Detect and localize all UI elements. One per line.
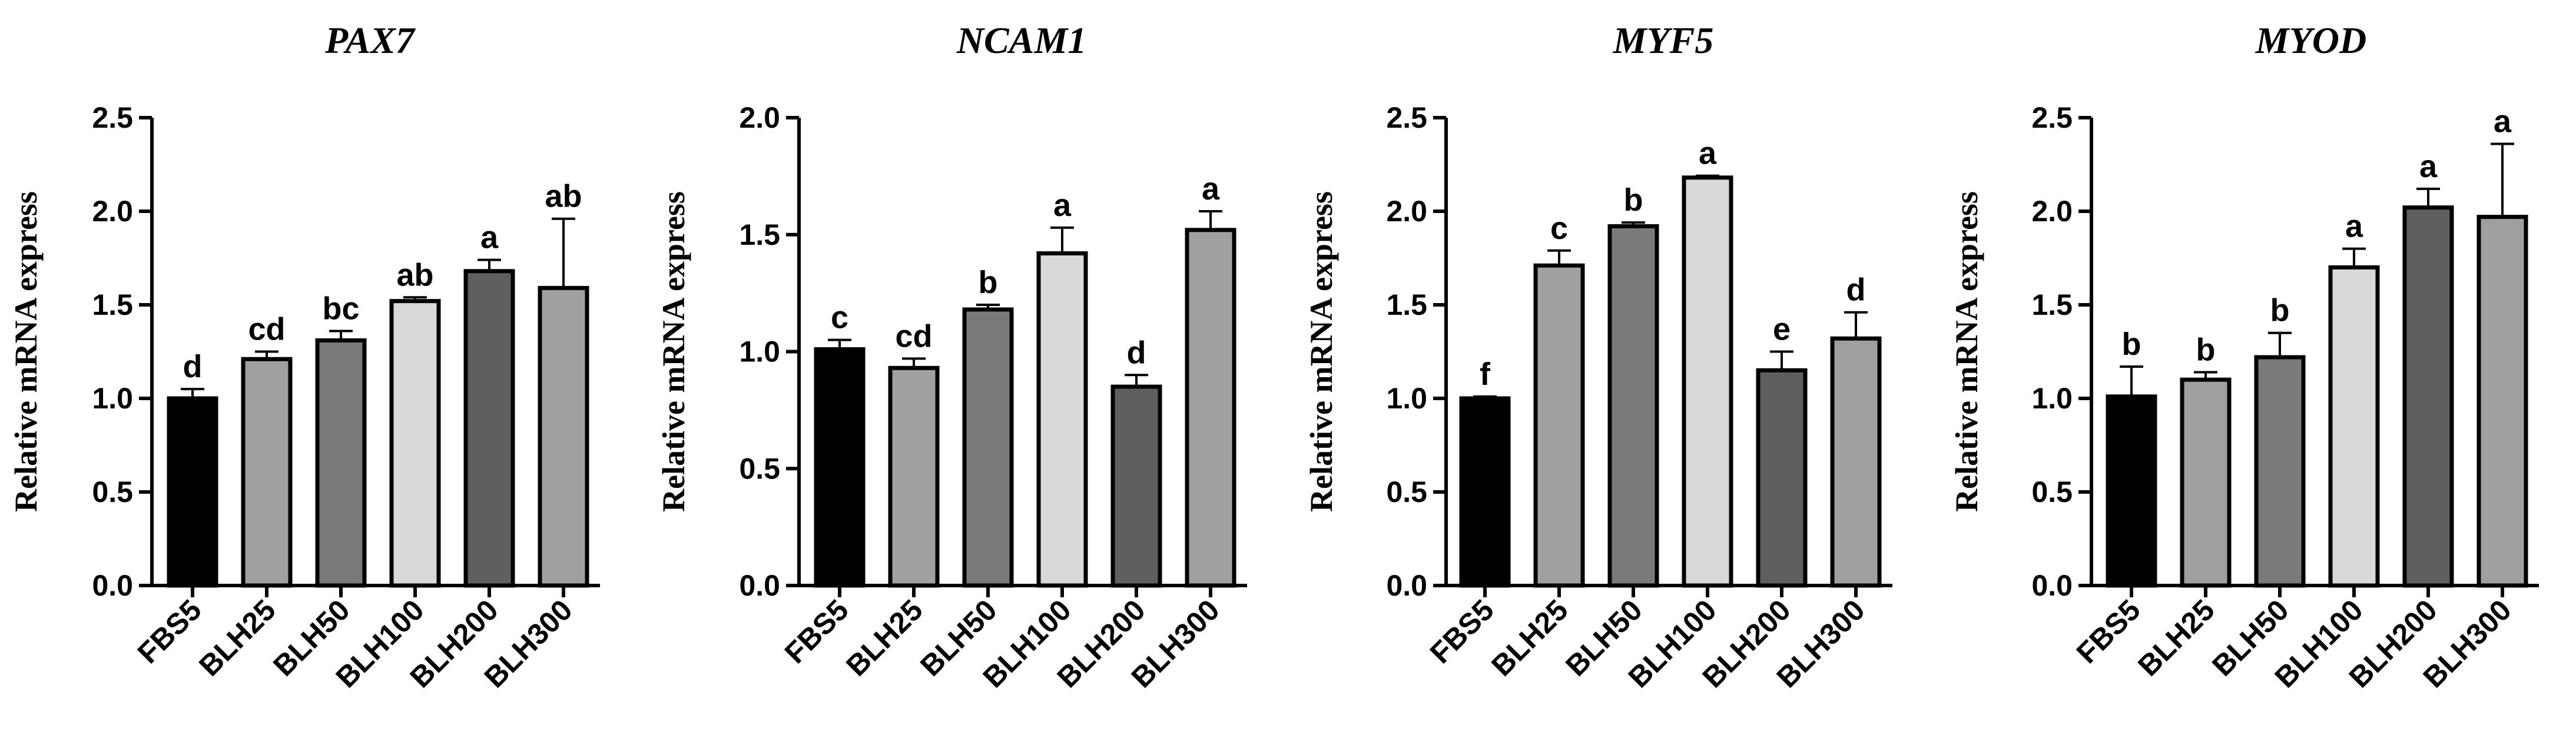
panel-pax7: PAX7 0.0 0.5 1.0 1.5 2.0 2.5 Relative mRNA exp…	[8, 19, 600, 694]
significance-label: e	[1773, 312, 1791, 347]
bar	[315, 338, 367, 588]
y-tick-label: 2.0	[739, 101, 780, 134]
bar	[1533, 263, 1585, 588]
bar	[389, 299, 441, 588]
y-tick-label: 1.0	[739, 335, 780, 368]
y-tick-label: 0.5	[1386, 475, 1427, 508]
x-tick-label: BLH25	[193, 593, 282, 683]
significance-label: a	[480, 220, 499, 255]
significance-label: a	[1053, 188, 1072, 223]
y-tick-label: 1.0	[1386, 382, 1427, 415]
bar	[167, 396, 218, 588]
bar	[2180, 377, 2232, 588]
bar	[2402, 205, 2454, 588]
chart-title: MYOD	[2255, 19, 2366, 61]
significance-label: a	[2494, 104, 2512, 139]
y-tick-label: 2.0	[2031, 195, 2073, 228]
bar	[538, 285, 589, 588]
bar	[1756, 368, 1808, 588]
significance-label: cd	[248, 312, 285, 347]
y-tick-label: 0.0	[1386, 569, 1427, 602]
bar	[463, 269, 515, 588]
significance-label: b	[2270, 293, 2290, 328]
bar	[1607, 224, 1659, 588]
significance-label: a	[2419, 149, 2438, 184]
y-tick-label: 0.0	[92, 569, 133, 602]
panel-myod: MYOD 0.0 0.5 1.0 1.5 2.0 2.5 Relative mRNA exp…	[1949, 19, 2539, 694]
y-tick-label: 2.5	[2031, 101, 2073, 134]
y-tick-label: 0.0	[739, 569, 780, 602]
bar	[962, 307, 1014, 588]
significance-label: a	[1202, 171, 1220, 207]
bar	[2476, 215, 2528, 588]
y-tick-label: 0.5	[2031, 475, 2073, 508]
chart-title: PAX7	[324, 19, 416, 61]
significance-label: ab	[396, 257, 433, 292]
bar	[888, 365, 940, 588]
bar	[241, 357, 293, 588]
significance-label: b	[979, 265, 998, 300]
y-tick-label: 1.0	[2031, 382, 2073, 415]
significance-label: d	[183, 349, 203, 384]
y-tick-label: 2.5	[92, 101, 133, 134]
significance-label: ab	[545, 179, 582, 214]
bar	[1036, 251, 1088, 588]
significance-label: f	[1480, 357, 1491, 392]
significance-label: b	[2196, 332, 2216, 367]
significance-label: d	[1127, 335, 1146, 370]
y-axis-label: Relative mRNA express	[8, 191, 44, 512]
panel-ncam1: NCAM1 0.0 0.5 1.0 1.5 2.0 Relative mRNA expre…	[656, 19, 1247, 694]
y-axis-label: Relative mRNA express	[1949, 191, 1984, 512]
bar	[2328, 265, 2380, 588]
significance-label: b	[2122, 327, 2141, 362]
bar	[1682, 175, 1733, 588]
significance-label: cd	[895, 318, 932, 354]
y-tick-label: 2.5	[1386, 101, 1427, 134]
panel-myf5: MYF5 0.0 0.5 1.0 1.5 2.0 2.5 Relative mRNA exp…	[1304, 19, 1892, 694]
bar	[1110, 384, 1162, 588]
bar	[1185, 228, 1236, 588]
y-axis-label: Relative mRNA express	[1304, 191, 1339, 512]
significance-label: b	[1624, 182, 1643, 218]
significance-label: d	[1846, 272, 1866, 308]
significance-label: c	[831, 300, 848, 335]
bar	[814, 347, 866, 588]
y-tick-label: 1.5	[92, 288, 133, 321]
x-tick-label: BLH25	[2131, 593, 2221, 683]
y-tick-label: 0.5	[739, 452, 780, 485]
y-tick-label: 0.0	[2031, 569, 2073, 602]
x-tick-label: BLH25	[1485, 593, 1574, 683]
y-tick-label: 2.0	[1386, 195, 1427, 228]
bar	[1459, 396, 1511, 588]
bar	[1830, 336, 1882, 588]
y-tick-label: 1.0	[92, 382, 133, 415]
y-tick-label: 0.5	[92, 475, 133, 508]
y-tick-label: 1.5	[1386, 288, 1427, 321]
significance-label: c	[1550, 211, 1568, 246]
significance-label: a	[1699, 136, 1717, 171]
y-tick-label: 1.5	[2031, 288, 2073, 321]
y-tick-label: 1.5	[739, 218, 780, 251]
x-tick-label: BLH25	[840, 593, 929, 683]
chart-title: NCAM1	[956, 19, 1087, 61]
bar	[2254, 355, 2306, 588]
significance-label: a	[2345, 209, 2363, 244]
chart-title: MYF5	[1613, 19, 1714, 61]
y-axis-label: Relative mRNA express	[656, 191, 691, 512]
y-tick-label: 2.0	[92, 195, 133, 228]
bar	[2106, 394, 2157, 588]
significance-label: bc	[322, 291, 359, 327]
